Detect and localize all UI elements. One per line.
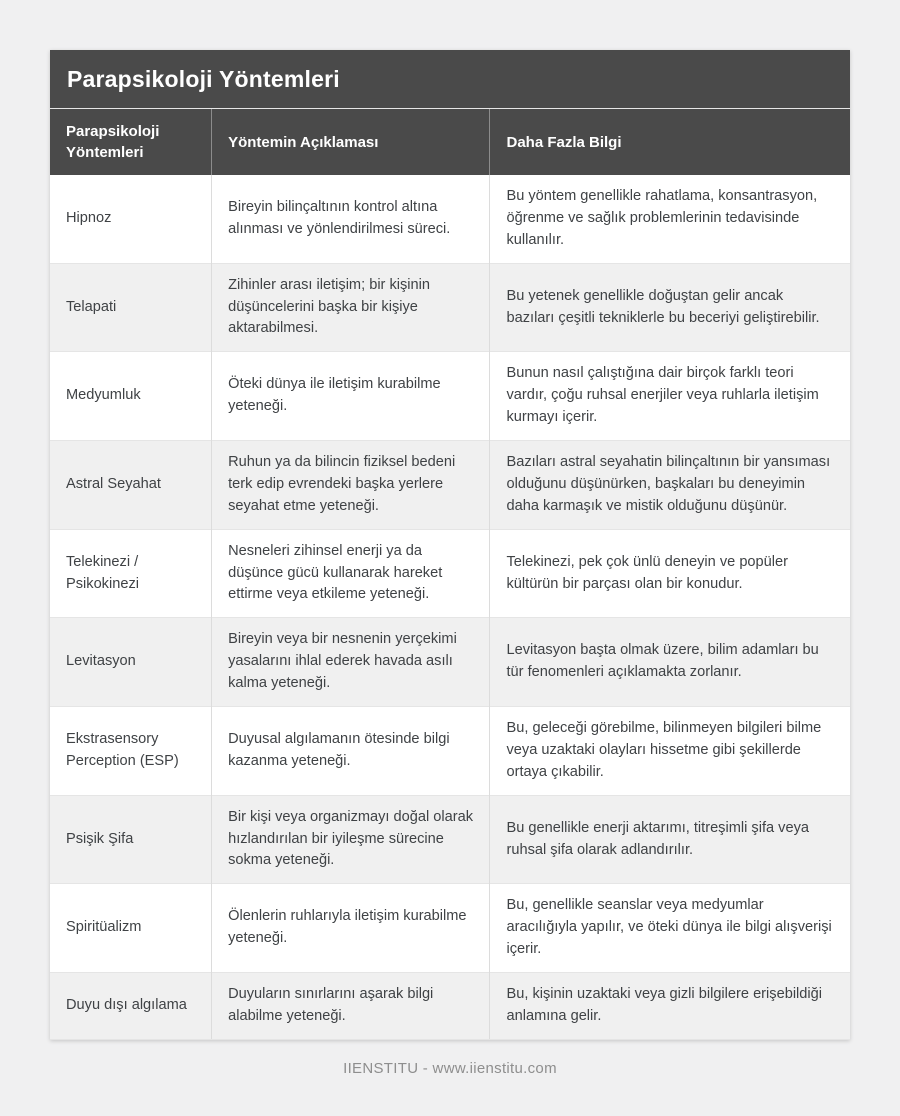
cell-method: Medyumluk — [50, 351, 213, 441]
table-row: Levitasyon Bireyin veya bir nesnenin yerç… — [50, 617, 850, 707]
cell-description: Ruhun ya da bilincin fiziksel bedeni ter… — [211, 440, 491, 530]
table-row: Astral Seyahat Ruhun ya da bilincin fizik… — [50, 440, 850, 530]
table-row: Hipnoz Bireyin bilinçaltının kontrol altı… — [50, 175, 850, 264]
cell-method: Telapati — [50, 262, 213, 352]
cell-more-info: Levitasyon başta olmak üzere, bilim adam… — [489, 617, 850, 707]
footer-branding: IIENSTITU - www.iienstitu.com — [343, 1059, 557, 1077]
cell-method: Ekstrasensory Perception (ESP) — [50, 706, 213, 796]
cell-more-info: Telekinezi, pek çok ünlü deneyin ve popü… — [489, 528, 850, 618]
cell-description: Ölenlerin ruhlarıyla iletişim kurabilme … — [211, 883, 491, 973]
cell-method: Duyu dışı algılama — [50, 972, 213, 1040]
table-row: Psişik Şifa Bir kişi veya organizmayı doğ… — [50, 794, 850, 884]
table-row: Duyu dışı algılama Duyuların sınırlarını … — [50, 972, 850, 1040]
cell-more-info: Bu genellikle enerji aktarımı, titreşiml… — [489, 794, 850, 884]
table-body: Hipnoz Bireyin bilinçaltının kontrol altı… — [50, 175, 850, 1040]
cell-description: Bir kişi veya organizmayı doğal olarak h… — [211, 794, 491, 884]
cell-method: Astral Seyahat — [50, 440, 213, 530]
cell-method: Hipnoz — [50, 175, 213, 264]
cell-description: Nesneleri zihinsel enerji ya da düşünce … — [211, 528, 491, 618]
page-title: Parapsikoloji Yöntemleri — [50, 50, 850, 109]
cell-more-info: Bu, geleceği görebilme, bilinmeyen bilgi… — [489, 706, 850, 796]
cell-more-info: Bu yetenek genellikle doğuştan gelir anc… — [489, 262, 850, 352]
table-row: Telapati Zihinler arası iletişim; bir kiş… — [50, 262, 850, 352]
cell-description: Öteki dünya ile iletişim kurabilme yeten… — [211, 351, 491, 441]
column-header-more-info: Daha Fazla Bilgi — [489, 109, 850, 175]
column-header-method: Parapsikoloji Yöntemleri — [50, 109, 213, 175]
column-header-description: Yöntemin Açıklaması — [211, 109, 491, 175]
cell-more-info: Bu yöntem genellikle rahatlama, konsantr… — [489, 175, 850, 264]
cell-more-info: Bunun nasıl çalıştığına dair birçok fark… — [489, 351, 850, 441]
cell-method: Levitasyon — [50, 617, 213, 707]
cell-description: Bireyin veya bir nesnenin yerçekimi yasa… — [211, 617, 491, 707]
header-row: Parapsikoloji Yöntemleri Yöntemin Açıkla… — [50, 109, 850, 175]
cell-description: Bireyin bilinçaltının kontrol altına alı… — [211, 175, 491, 264]
table-row: Ekstrasensory Perception (ESP) Duyusal al… — [50, 706, 850, 796]
table-row: Telekinezi / Psikokinezi Nesneleri zihins… — [50, 528, 850, 618]
table-row: Spiritüalizm Ölenlerin ruhlarıyla iletişi… — [50, 883, 850, 973]
cell-method: Telekinezi / Psikokinezi — [50, 528, 213, 618]
table-card: Parapsikoloji Yöntemleri Parapsikoloji Y… — [50, 50, 850, 1040]
cell-more-info: Bu, kişinin uzaktaki veya gizli bilgiler… — [489, 972, 850, 1040]
table-row: Medyumluk Öteki dünya ile iletişim kurabi… — [50, 351, 850, 441]
table-header: Parapsikoloji Yöntemleri Yöntemin Açıkla… — [50, 109, 850, 175]
methods-table: Parapsikoloji Yöntemleri Yöntemin Açıkla… — [50, 109, 850, 1040]
cell-more-info: Bazıları astral seyahatin bilinçaltının … — [489, 440, 850, 530]
cell-more-info: Bu, genellikle seanslar veya medyumlar a… — [489, 883, 850, 973]
cell-description: Zihinler arası iletişim; bir kişinin düş… — [211, 262, 491, 352]
cell-method: Spiritüalizm — [50, 883, 213, 973]
cell-description: Duyuların sınırlarını aşarak bilgi alabi… — [211, 972, 491, 1040]
cell-description: Duyusal algılamanın ötesinde bilgi kazan… — [211, 706, 491, 796]
cell-method: Psişik Şifa — [50, 794, 213, 884]
